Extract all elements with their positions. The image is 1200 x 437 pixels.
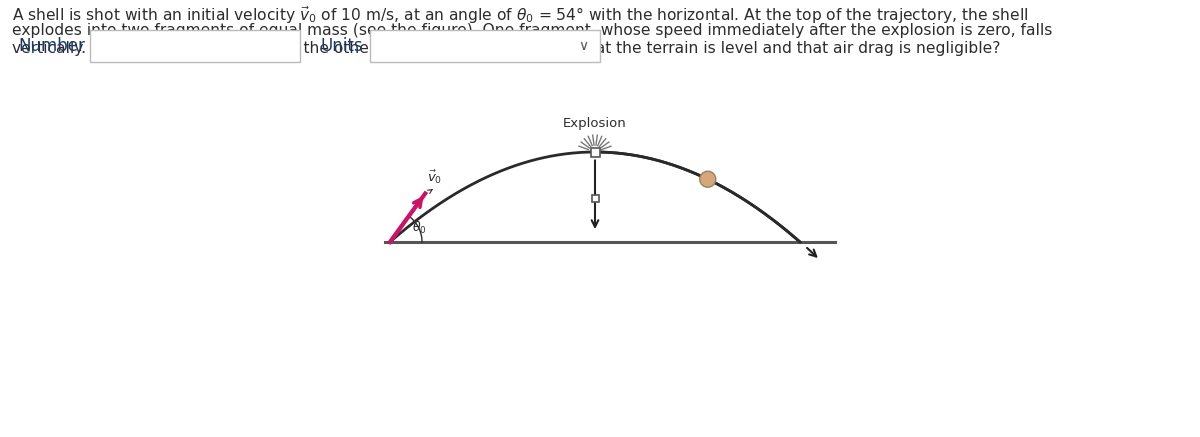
Bar	[590, 148, 600, 156]
Text: Explosion: Explosion	[563, 117, 626, 130]
Text: vertically. How far from the gun does the other fragment land, assuming that the: vertically. How far from the gun does th…	[12, 41, 1001, 56]
Text: $\theta_0$: $\theta_0$	[412, 220, 427, 236]
Bar	[370, 30, 600, 62]
Circle shape	[700, 171, 715, 187]
Text: A shell is shot with an initial velocity $\vec{v}_0$ of 10 m/s, at an angle of $: A shell is shot with an initial velocity…	[12, 5, 1028, 26]
Text: Number: Number	[18, 37, 85, 55]
Text: explodes into two fragments of equal mass (see the figure). One fragment, whose : explodes into two fragments of equal mas…	[12, 23, 1052, 38]
Bar	[90, 30, 300, 62]
Text: $\vec{v}_0$: $\vec{v}_0$	[427, 169, 443, 187]
Text: ∨: ∨	[578, 39, 588, 53]
Text: Units: Units	[320, 37, 362, 55]
Bar	[592, 195, 599, 202]
